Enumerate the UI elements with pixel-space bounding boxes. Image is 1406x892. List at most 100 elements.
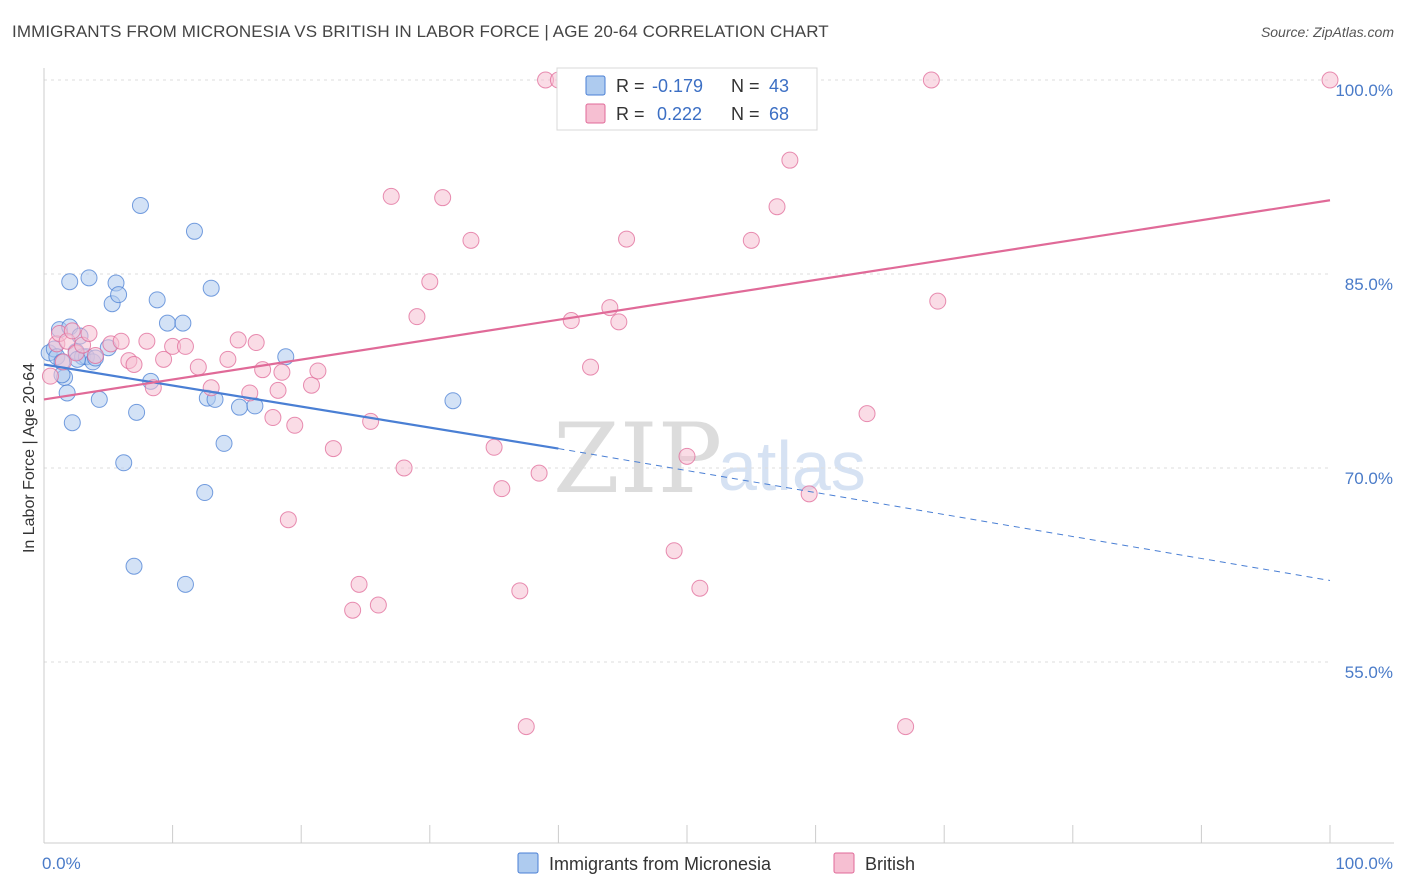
point-british-19 xyxy=(189,358,207,376)
point-british-9 xyxy=(86,346,104,364)
point-british-63 xyxy=(781,151,799,169)
point-british-70 xyxy=(1321,71,1339,89)
point-british-51 xyxy=(562,312,580,330)
x-tick-label-1: 100.0% xyxy=(1335,854,1393,873)
point-british-18 xyxy=(176,337,194,355)
axes xyxy=(43,68,1394,844)
point-british-11 xyxy=(112,332,130,350)
point-micronesia-31 xyxy=(185,222,203,240)
point-british-60 xyxy=(691,579,709,597)
point-british-55 xyxy=(618,230,636,248)
point-micronesia-32 xyxy=(196,484,214,502)
point-micronesia-29 xyxy=(174,314,192,332)
point-british-44 xyxy=(485,438,503,456)
point-british-26 xyxy=(264,409,282,427)
point-micronesia-28 xyxy=(158,314,176,332)
trend-line-micronesia-extension xyxy=(558,448,1331,581)
point-british-39 xyxy=(395,459,413,477)
y-tick-label-2: 70.0% xyxy=(1345,469,1393,488)
point-micronesia-40 xyxy=(444,392,462,410)
y-tick-label-3: 55.0% xyxy=(1345,663,1393,682)
watermark-zip: ZIP xyxy=(553,403,722,515)
point-british-24 xyxy=(247,334,265,352)
stats-r-value-british: 0.222 xyxy=(657,104,702,124)
trend-line-british xyxy=(43,199,1331,401)
point-micronesia-8 xyxy=(63,414,81,432)
point-british-66 xyxy=(858,405,876,423)
point-micronesia-30 xyxy=(176,575,194,593)
point-micronesia-14 xyxy=(80,269,98,287)
stats-n-label-british: N = xyxy=(731,104,760,124)
y-tick-labels: 100.0% 85.0% 70.0% 55.0% xyxy=(1335,81,1393,682)
grid xyxy=(44,79,1330,663)
point-micronesia-17 xyxy=(90,390,108,408)
x-tick-labels: 0.0% 100.0% xyxy=(42,854,1393,873)
point-british-13 xyxy=(125,356,143,374)
trend-line-micronesia xyxy=(43,363,559,450)
legend-label-british: British xyxy=(865,854,915,874)
stats-swatch-british xyxy=(585,103,606,124)
y-tick-label-0: 100.0% xyxy=(1335,81,1393,100)
point-british-38 xyxy=(382,187,400,205)
point-micronesia-21 xyxy=(110,286,128,304)
point-british-33 xyxy=(324,440,342,458)
stats-legend: R = -0.179 N = 43 R = 0.222 N = 68 xyxy=(556,67,818,131)
point-micronesia-25 xyxy=(131,196,149,214)
point-british-30 xyxy=(286,416,304,434)
stats-n-value-british: 68 xyxy=(769,104,789,124)
point-british-32 xyxy=(309,362,327,380)
point-british-54 xyxy=(610,313,628,331)
chart-source: Source: ZipAtlas.com xyxy=(1260,24,1394,40)
point-british-65 xyxy=(800,485,818,503)
stats-r-label-british: R = xyxy=(616,104,645,124)
legend-swatch-micronesia xyxy=(517,852,539,874)
x-tick-label-0: 0.0% xyxy=(42,854,81,873)
point-british-8 xyxy=(80,324,98,342)
point-british-27 xyxy=(269,381,287,399)
point-british-67 xyxy=(897,718,915,736)
chart-title: IMMIGRANTS FROM MICRONESIA VS BRITISH IN… xyxy=(12,22,829,41)
point-british-47 xyxy=(517,718,535,736)
point-british-29 xyxy=(279,511,297,529)
legend-swatch-british xyxy=(833,852,855,874)
point-british-46 xyxy=(511,582,529,600)
point-british-36 xyxy=(362,412,380,430)
point-british-43 xyxy=(462,231,480,249)
point-british-28 xyxy=(273,363,291,381)
point-british-68 xyxy=(922,71,940,89)
point-british-41 xyxy=(421,273,439,291)
point-micronesia-6 xyxy=(58,384,76,402)
point-british-48 xyxy=(530,464,548,482)
point-british-52 xyxy=(582,358,600,376)
point-micronesia-36 xyxy=(215,434,233,452)
point-british-58 xyxy=(665,542,683,560)
stats-r-label-micronesia: R = xyxy=(616,76,645,96)
point-micronesia-9 xyxy=(61,273,79,291)
point-british-34 xyxy=(344,601,362,619)
point-british-59 xyxy=(678,447,696,465)
point-british-37 xyxy=(369,596,387,614)
point-micronesia-27 xyxy=(148,291,166,309)
legend-label-micronesia: Immigrants from Micronesia xyxy=(549,854,772,874)
point-british-22 xyxy=(229,331,247,349)
point-british-35 xyxy=(350,575,368,593)
point-british-69 xyxy=(929,292,947,310)
point-micronesia-23 xyxy=(125,557,143,575)
watermark-atlas: atlas xyxy=(718,427,866,505)
point-micronesia-37 xyxy=(230,398,248,416)
point-british-5 xyxy=(63,322,81,340)
stats-r-value-micronesia: -0.179 xyxy=(652,76,703,96)
point-british-31 xyxy=(302,376,320,394)
point-british-14 xyxy=(138,332,156,350)
point-british-61 xyxy=(742,231,760,249)
point-british-62 xyxy=(768,198,786,216)
point-micronesia-34 xyxy=(202,279,220,297)
y-tick-label-1: 85.0% xyxy=(1345,275,1393,294)
point-british-42 xyxy=(434,189,452,207)
point-british-21 xyxy=(219,350,237,368)
trend-layer xyxy=(43,199,1331,581)
point-micronesia-24 xyxy=(128,403,146,421)
y-axis-title: In Labor Force | Age 20-64 xyxy=(21,363,38,553)
bottom-legend: Immigrants from Micronesia British xyxy=(517,852,915,874)
